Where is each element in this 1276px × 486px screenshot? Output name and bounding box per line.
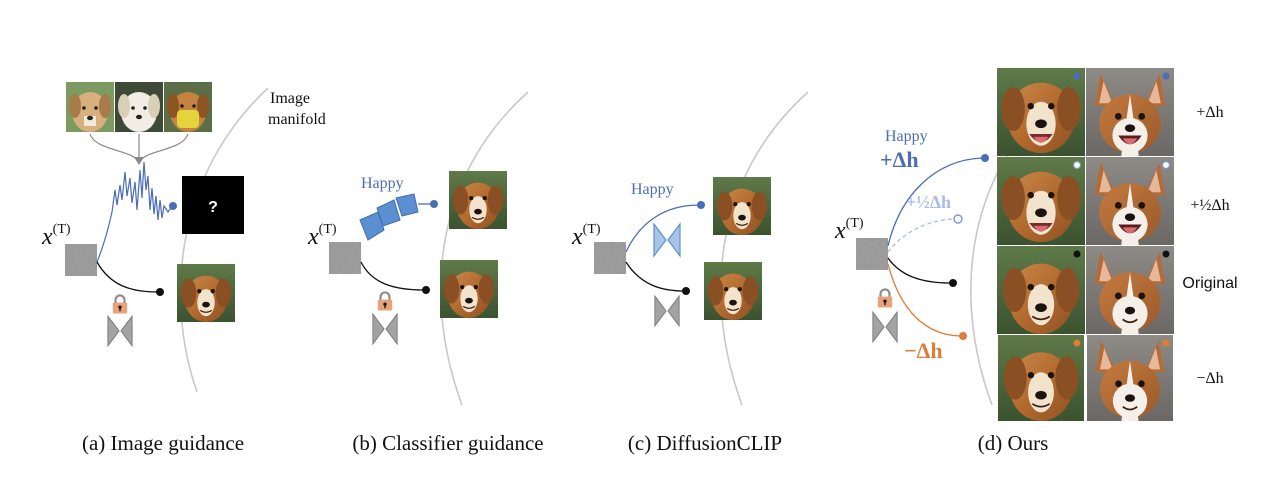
minus-delta-h-label: −Δh (904, 338, 943, 363)
grid-golden-half (997, 157, 1085, 245)
deterministic-path-d (887, 257, 951, 284)
unet-icon-b (372, 313, 398, 345)
manifold-curve-c (719, 91, 809, 406)
deterministic-path-b (360, 261, 425, 291)
half-delta-h-label: +½Δh (906, 192, 951, 212)
blue-end-dot-b (430, 200, 438, 208)
trajectory-end-dot-a (169, 202, 177, 210)
row-label-half: +½Δh (1190, 197, 1229, 214)
grid-dot-orig-2 (1162, 250, 1170, 258)
unknown-mark: ? (208, 199, 218, 216)
noise-texture-a (65, 244, 97, 276)
panel-d: x(T) Happy +Δh +½Δh −Δh (834, 68, 1238, 455)
ref-arrow-right (140, 133, 189, 161)
noise-texture-d (856, 238, 888, 270)
unknown-result-box (182, 176, 244, 234)
grid-dot-plus-1 (1073, 72, 1081, 80)
noisy-trajectory-a (96, 161, 173, 263)
unet-icon-d (872, 311, 898, 343)
noise-texture-b (329, 242, 361, 274)
xT-label-c: x(T) (571, 222, 601, 250)
reference-dog-2 (115, 82, 163, 132)
half-end-dot (953, 214, 963, 224)
minus-end-dot (959, 332, 967, 340)
dog-photo-b-original (440, 260, 498, 318)
grid-golden-original (997, 246, 1085, 334)
grid-golden-plus (997, 68, 1085, 156)
dog-photo-c-original (704, 262, 762, 320)
panel-b: x(T) Happy (b) Classifier guidance (307, 91, 544, 455)
manifold-curve-b (439, 91, 529, 406)
path-end-dot-a (156, 288, 164, 296)
deterministic-path-a (96, 261, 159, 293)
reference-dog-3 (164, 82, 212, 132)
grid-dot-orig-1 (1073, 250, 1081, 258)
panel-a: Image manifold (41, 82, 326, 455)
dog-photo-c-edited (713, 177, 771, 235)
manifold-curve-a (179, 87, 269, 393)
path-end-dot-b (422, 286, 430, 294)
xT-label-b: x(T) (307, 222, 337, 250)
unet-icon-c-frozen (654, 295, 680, 327)
row-label-minus: −Δh (1196, 370, 1223, 387)
grid-dot-half-2 (1161, 160, 1171, 170)
dog-photo-a (177, 264, 235, 322)
row-label-original: Original (1182, 275, 1237, 292)
row-label-plus: +Δh (1196, 104, 1223, 121)
reference-images (66, 82, 212, 132)
plus-delta-h-path (887, 157, 983, 247)
caption-c: (c) DiffusionCLIP (628, 431, 782, 455)
path-end-dot-c (682, 287, 690, 295)
grid-corgi-plus (1086, 68, 1174, 156)
attribute-label-c: Happy (631, 181, 674, 198)
caption-a: (a) Image guidance (82, 431, 244, 455)
panel-c: x(T) Happy (c) DiffusionCLIP (571, 91, 809, 455)
caption-b: (b) Classifier guidance (352, 431, 543, 455)
grid-dot-minus-2 (1162, 339, 1170, 347)
grid-corgi-half (1086, 157, 1174, 245)
grid-dot-half-1 (1072, 160, 1082, 170)
dog-photo-b-edited (449, 171, 507, 229)
unet-icon-a (107, 315, 133, 347)
plus-delta-h-label: +Δh (880, 147, 919, 172)
caption-d: (d) Ours (978, 431, 1049, 455)
padlock-icon-a (111, 294, 129, 314)
manifold-label-line1: Image (270, 90, 310, 107)
deterministic-path-c (625, 261, 685, 292)
xT-label-a: x(T) (41, 222, 71, 250)
ref-arrow-left (89, 133, 138, 161)
edit-path-c (625, 204, 700, 253)
noise-texture-c (594, 242, 626, 274)
xT-label-d: x(T) (834, 216, 864, 244)
attribute-label-d: Happy (885, 128, 928, 145)
unet-icon-c-finetuned (653, 223, 681, 257)
manifold-label-line2: manifold (268, 111, 326, 128)
grid-corgi-minus (1086, 335, 1174, 421)
grid-golden-minus (997, 335, 1085, 421)
grid-dot-plus-2 (1162, 72, 1170, 80)
half-delta-h-path (887, 218, 955, 253)
blue-end-dot-c (697, 201, 705, 209)
classifier-icon (359, 193, 419, 241)
original-end-dot (949, 279, 957, 287)
plus-end-dot (981, 154, 989, 162)
padlock-icon-d (876, 288, 894, 308)
minus-delta-h-path (887, 263, 961, 337)
ref-arrowhead (134, 157, 144, 165)
grid-dot-minus-1 (1073, 339, 1081, 347)
padlock-icon-b (376, 291, 394, 311)
reference-dog-1 (66, 82, 114, 132)
attribute-label-b: Happy (361, 175, 404, 192)
result-grid (997, 68, 1174, 421)
grid-corgi-original (1086, 246, 1174, 334)
